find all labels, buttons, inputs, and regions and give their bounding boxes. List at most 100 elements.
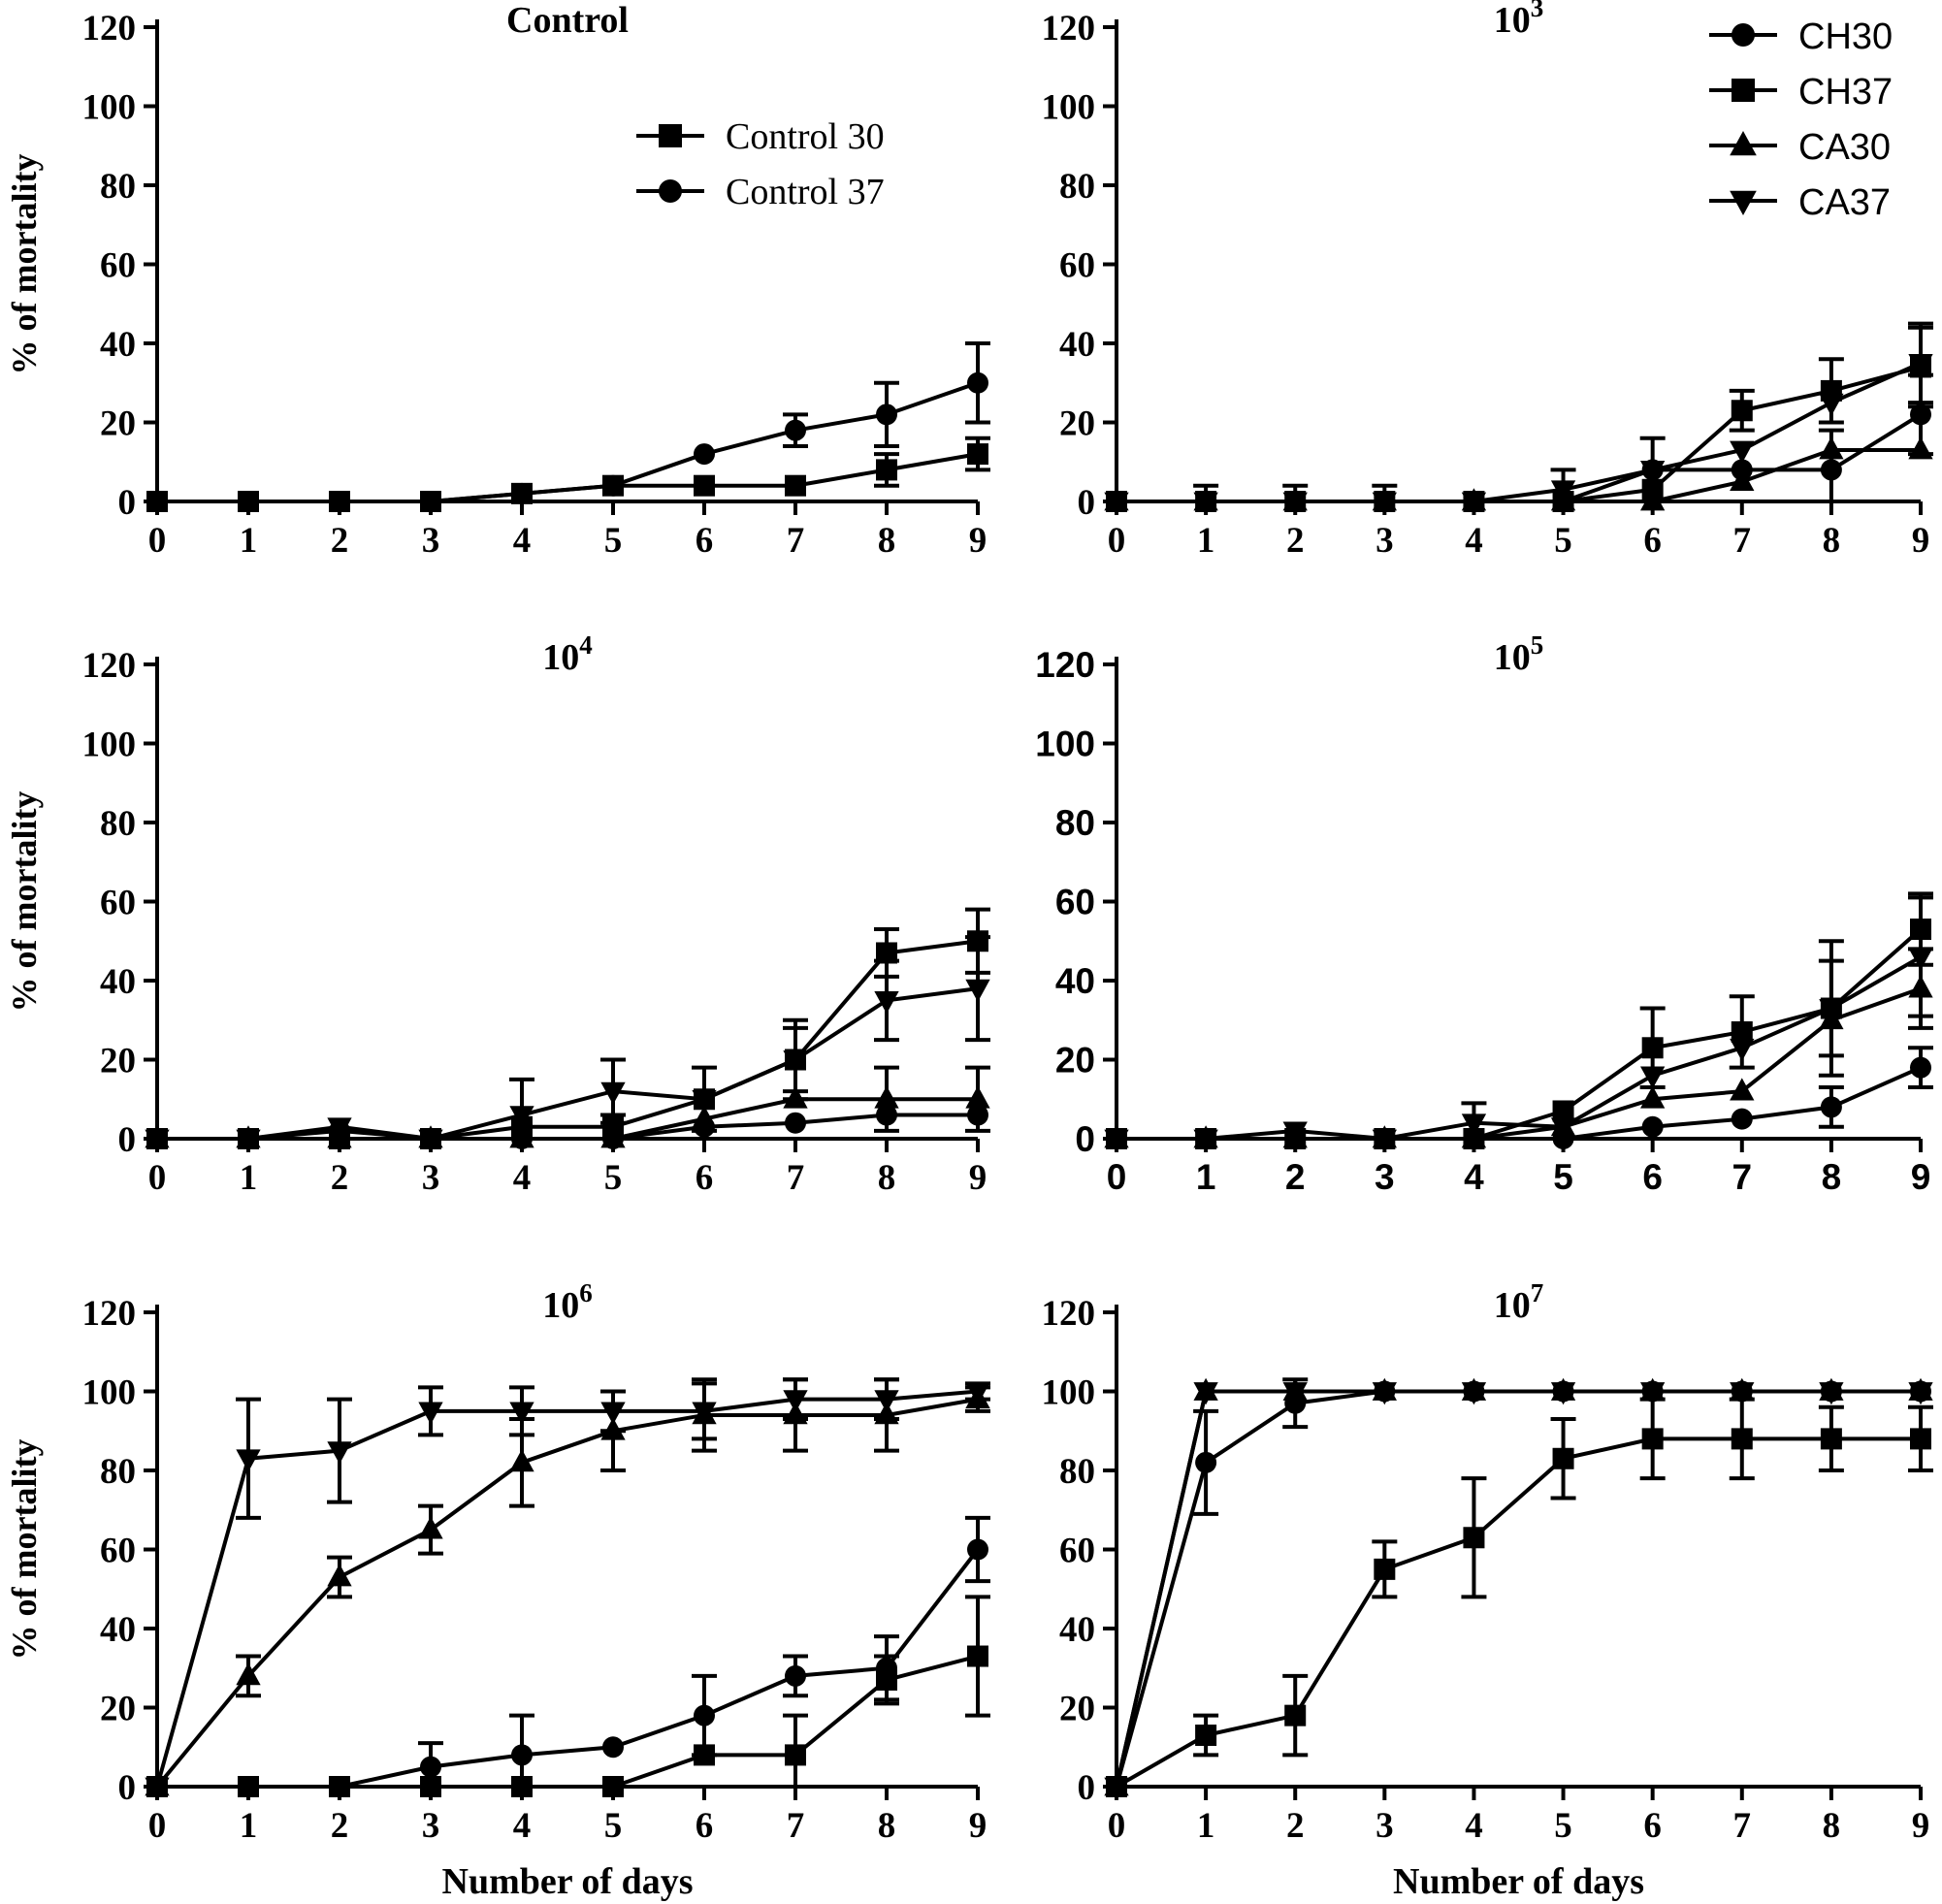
data-point	[967, 1538, 988, 1561]
data-point	[327, 1564, 352, 1587]
data-point	[1908, 1382, 1933, 1405]
chart-title: 103	[1494, 0, 1544, 41]
data-point	[694, 1704, 715, 1727]
data-point	[692, 1402, 717, 1425]
data-point	[692, 1105, 717, 1128]
y-tick-label: 80	[1059, 1452, 1095, 1492]
data-point	[876, 942, 897, 964]
series-line	[1115, 1389, 1921, 1788]
chart-title-exponent: 5	[1531, 630, 1544, 660]
data-point	[1550, 1382, 1576, 1405]
x-tick-label: 5	[604, 521, 623, 561]
legend-label: CH30	[1798, 16, 1893, 57]
data-point	[785, 1112, 806, 1134]
data-point	[1461, 492, 1487, 515]
y-axis-label: % of mortality	[5, 791, 44, 1013]
data-point	[694, 1744, 715, 1766]
data-point	[1461, 1382, 1487, 1405]
y-tick-label: 120	[1035, 645, 1095, 685]
data-point	[1372, 1129, 1397, 1152]
x-tick-label: 9	[969, 1158, 987, 1198]
y-tick-label: 40	[100, 962, 136, 1002]
y-tick-label: 120	[82, 1294, 137, 1334]
x-tick-label: 3	[1376, 521, 1394, 561]
y-axis-label: % of mortality	[5, 154, 44, 375]
x-tick-label: 1	[1197, 521, 1215, 561]
data-point	[874, 1085, 899, 1109]
series-ca30	[145, 1377, 990, 1796]
y-tick-label: 60	[100, 246, 136, 286]
series-ca37	[145, 1377, 990, 1800]
series-line	[157, 1654, 979, 1789]
series-line	[1117, 986, 1922, 1141]
x-tick-label: 3	[1376, 1806, 1394, 1846]
series-ca37	[1104, 1382, 1933, 1800]
y-tick-label: 0	[1075, 1119, 1095, 1159]
x-tick-label: 8	[1823, 1806, 1841, 1846]
data-point	[420, 1776, 441, 1797]
y-tick-label: 120	[82, 9, 137, 48]
series-control-37	[146, 341, 990, 512]
series-line	[157, 939, 979, 1141]
legend-label: CA37	[1798, 182, 1891, 223]
series-line	[157, 452, 979, 503]
data-point	[145, 1129, 170, 1152]
x-tick-label: 2	[1286, 521, 1305, 561]
data-point	[327, 1441, 352, 1465]
data-point	[1731, 1108, 1753, 1130]
x-tick-label: 2	[331, 521, 349, 561]
data-point	[785, 419, 806, 441]
x-tick-label: 4	[1464, 1157, 1484, 1197]
data-point	[1641, 1428, 1664, 1450]
x-tick-label: 3	[422, 521, 440, 561]
data-point	[1282, 1382, 1308, 1405]
series-line	[157, 1548, 980, 1789]
data-point	[602, 1776, 624, 1797]
data-point	[236, 1449, 261, 1472]
x-tick-label: 1	[240, 1806, 258, 1846]
x-tick-label: 7	[1732, 1157, 1752, 1197]
data-point	[1730, 440, 1755, 464]
data-point	[1730, 1078, 1755, 1101]
chart-title-exponent: 6	[579, 1278, 593, 1307]
y-tick-label: 100	[1042, 88, 1096, 128]
series-ca37	[145, 935, 990, 1152]
data-point	[694, 443, 715, 466]
data-point	[1908, 436, 1933, 460]
x-tick-label: 3	[422, 1806, 440, 1846]
x-tick-label: 7	[1733, 521, 1752, 561]
data-point	[1461, 1113, 1487, 1137]
data-point	[1463, 1527, 1485, 1549]
data-point	[1731, 1428, 1753, 1450]
x-tick-label: 6	[1643, 521, 1662, 561]
y-tick-label: 0	[118, 1768, 137, 1808]
legend-label: CH37	[1798, 72, 1893, 113]
y-tick-label: 100	[82, 1373, 137, 1413]
data-point	[511, 1744, 533, 1766]
x-tick-label: 0	[1108, 1806, 1126, 1846]
x-tick-label: 8	[878, 1806, 896, 1846]
y-tick-label: 100	[1042, 1373, 1096, 1413]
y-tick-label: 0	[118, 1120, 137, 1160]
chart-title: 106	[542, 1278, 593, 1326]
series-ca30	[145, 1065, 990, 1148]
data-point	[602, 474, 624, 497]
data-point	[1195, 1451, 1217, 1473]
data-point	[1641, 1115, 1664, 1138]
x-tick-label: 2	[331, 1806, 349, 1846]
data-point	[967, 1645, 988, 1667]
x-tick-label: 0	[148, 1158, 167, 1198]
data-point	[1372, 1382, 1397, 1405]
y-tick-label: 100	[82, 88, 137, 128]
x-tick-label: 4	[1465, 1806, 1483, 1846]
y-tick-label: 0	[118, 483, 137, 523]
y-tick-label: 60	[100, 1532, 136, 1571]
legend-marker	[659, 179, 682, 203]
x-tick-label: 7	[787, 1158, 805, 1198]
data-point	[238, 1776, 259, 1797]
x-tick-label: 1	[240, 1158, 258, 1198]
data-point	[1730, 468, 1755, 491]
data-point	[1550, 1117, 1576, 1141]
y-tick-label: 40	[100, 1610, 136, 1650]
